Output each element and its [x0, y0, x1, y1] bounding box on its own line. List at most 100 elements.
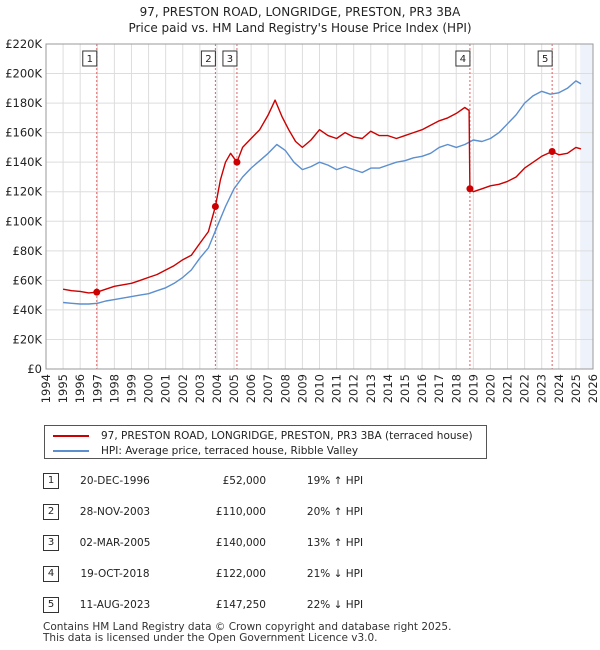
sale-price: £147,250	[215, 599, 266, 611]
sale-price: £140,000	[215, 537, 266, 549]
x-tick-label: 2000	[142, 374, 156, 403]
y-tick-label: £100K	[5, 214, 42, 228]
y-tick-label: £180K	[5, 96, 42, 110]
sale-hpi-change: 13% ↑ HPI	[306, 537, 364, 549]
sale-number-badge: 5	[43, 597, 59, 613]
x-tick-label: 1999	[124, 374, 138, 403]
x-tick-label: 2016	[415, 374, 429, 403]
sale-price: £52,000	[222, 475, 266, 487]
sale-point	[211, 203, 219, 210]
table-row: 1 20-DEC-1996 £52,000 19% ↑ HPI	[0, 470, 600, 492]
x-tick-label: 2009	[295, 374, 309, 403]
x-tick-label: 2002	[176, 374, 190, 403]
sale-number-badge: 2	[43, 504, 59, 520]
table-row: 2 28-NOV-2003 £110,000 20% ↑ HPI	[0, 501, 600, 523]
sale-date: 11-AUG-2023	[79, 599, 151, 611]
y-tick-label: £20K	[13, 332, 43, 346]
footer-copyright: Contains HM Land Registry data © Crown c…	[43, 621, 452, 633]
x-tick-label: 1997	[90, 374, 104, 403]
x-tick-label: 2023	[535, 374, 549, 403]
sale-marker-number: 4	[460, 54, 466, 65]
x-tick-label: 1998	[107, 374, 121, 403]
sale-marker-number: 1	[87, 54, 93, 65]
sale-marker-number: 3	[227, 54, 233, 65]
sale-marker-box	[455, 50, 471, 67]
x-tick-label: 2012	[347, 374, 361, 403]
sale-point	[93, 288, 101, 296]
x-tick-label: 2018	[449, 374, 463, 403]
x-tick-label: 2022	[518, 374, 532, 403]
x-tick-label: 2006	[244, 374, 258, 403]
legend: 97, PRESTON ROAD, LONGRIDGE, PRESTON, PR…	[44, 425, 487, 459]
title-line-subtitle: Price paid vs. HM Land Registry's House …	[128, 21, 472, 35]
sale-hpi-change: 19% ↑ HPI	[306, 475, 364, 487]
x-tick-label: 2021	[501, 374, 515, 403]
table-row: 5 11-AUG-2023 £147,250 22% ↓ HPI	[0, 594, 600, 616]
sale-marker-number: 2	[205, 54, 211, 65]
footer-attribution: Contains HM Land Registry data © Crown c…	[43, 622, 451, 644]
sale-number-badge: 3	[43, 535, 59, 551]
plot-frame	[45, 43, 594, 370]
x-tick-label: 2007	[261, 374, 275, 403]
title-line-address: 97, PRESTON ROAD, LONGRIDGE, PRESTON, PR…	[139, 5, 461, 19]
legend-swatch-hpi	[53, 449, 89, 452]
y-axis-ticks: £0 £20K £40K £60K £80K £100K £120K £140K £160K £1…	[5, 37, 42, 376]
x-tick-label: 2025	[569, 374, 583, 403]
x-tick-label: 2017	[432, 374, 446, 403]
y-tick-label: £80K	[13, 244, 43, 258]
y-tick-label: £0	[27, 362, 42, 376]
series-lines	[62, 80, 582, 305]
sale-marker-number: 5	[542, 54, 548, 65]
x-tick-label: 2014	[381, 374, 395, 403]
sale-date: 02-MAR-2005	[79, 537, 151, 549]
legend-swatch-property	[53, 434, 89, 437]
sale-number-badge: 1	[43, 473, 59, 489]
table-row: 4 19-OCT-2018 £122,000 21% ↓ HPI	[0, 563, 600, 585]
y-tick-label: £120K	[5, 185, 42, 199]
sale-point	[548, 147, 556, 155]
x-tick-label: 1996	[73, 374, 87, 403]
sale-point	[466, 185, 474, 193]
y-tick-label: £40K	[13, 303, 43, 317]
y-tick-label: £200K	[5, 67, 42, 81]
sale-date: 19-OCT-2018	[80, 568, 150, 580]
sale-marker-box	[537, 50, 553, 67]
x-tick-label: 2024	[552, 374, 566, 403]
y-tick-label: £220K	[5, 37, 42, 51]
sale-vertical-lines	[96, 44, 553, 369]
x-tick-label: 2003	[193, 374, 207, 403]
table-row: 3 02-MAR-2005 £140,000 13% ↑ HPI	[0, 532, 600, 554]
x-tick-label: 2005	[227, 374, 241, 403]
x-tick-label: 2013	[364, 374, 378, 403]
sale-point	[233, 158, 241, 166]
sale-marker-box	[222, 50, 238, 67]
x-tick-label: 1995	[56, 374, 70, 403]
property-series-line	[62, 99, 582, 294]
sale-date: 20-DEC-1996	[80, 475, 150, 487]
forecast-shade	[580, 44, 593, 369]
sale-date: 28-NOV-2003	[79, 506, 151, 518]
grid-lines	[45, 43, 594, 370]
sale-hpi-change: 20% ↑ HPI	[306, 506, 364, 518]
sale-hpi-change: 22% ↓ HPI	[306, 599, 364, 611]
x-tick-label: 2015	[398, 374, 412, 403]
chart-title: 97, PRESTON ROAD, LONGRIDGE, PRESTON, PR…	[0, 4, 600, 36]
price-chart: £0 £20K £40K £60K £80K £100K £120K £140K £160K £1…	[5, 37, 600, 403]
y-tick-label: £60K	[13, 273, 43, 287]
x-tick-label: 2011	[330, 374, 344, 403]
x-tick-label: 2020	[483, 374, 497, 403]
sale-price: £122,000	[215, 568, 266, 580]
x-tick-label: 2026	[586, 374, 600, 403]
sale-marker-box	[200, 50, 216, 67]
x-tick-label: 2010	[313, 374, 327, 403]
hpi-series-line	[63, 80, 582, 305]
legend-label-property: 97, PRESTON ROAD, LONGRIDGE, PRESTON, PR…	[101, 429, 473, 442]
x-tick-label: 2004	[210, 374, 224, 403]
legend-label-hpi: HPI: Average price, terraced house, Ribb…	[101, 444, 359, 457]
x-axis-ticks: 1994 1995 1996 1997 1998 1999 2000 2001 2002 2003…	[39, 374, 600, 403]
sale-marker-box	[82, 50, 98, 67]
sale-points	[93, 147, 556, 296]
x-tick-label: 2019	[466, 374, 480, 403]
sale-number-badge: 4	[43, 566, 59, 582]
y-tick-label: £140K	[5, 155, 42, 169]
